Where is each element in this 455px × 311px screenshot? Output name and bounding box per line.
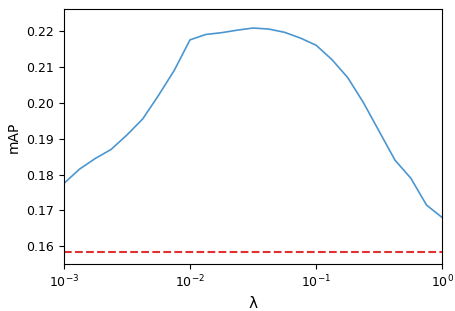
Y-axis label: mAP: mAP <box>7 121 20 152</box>
X-axis label: λ: λ <box>248 296 257 311</box>
